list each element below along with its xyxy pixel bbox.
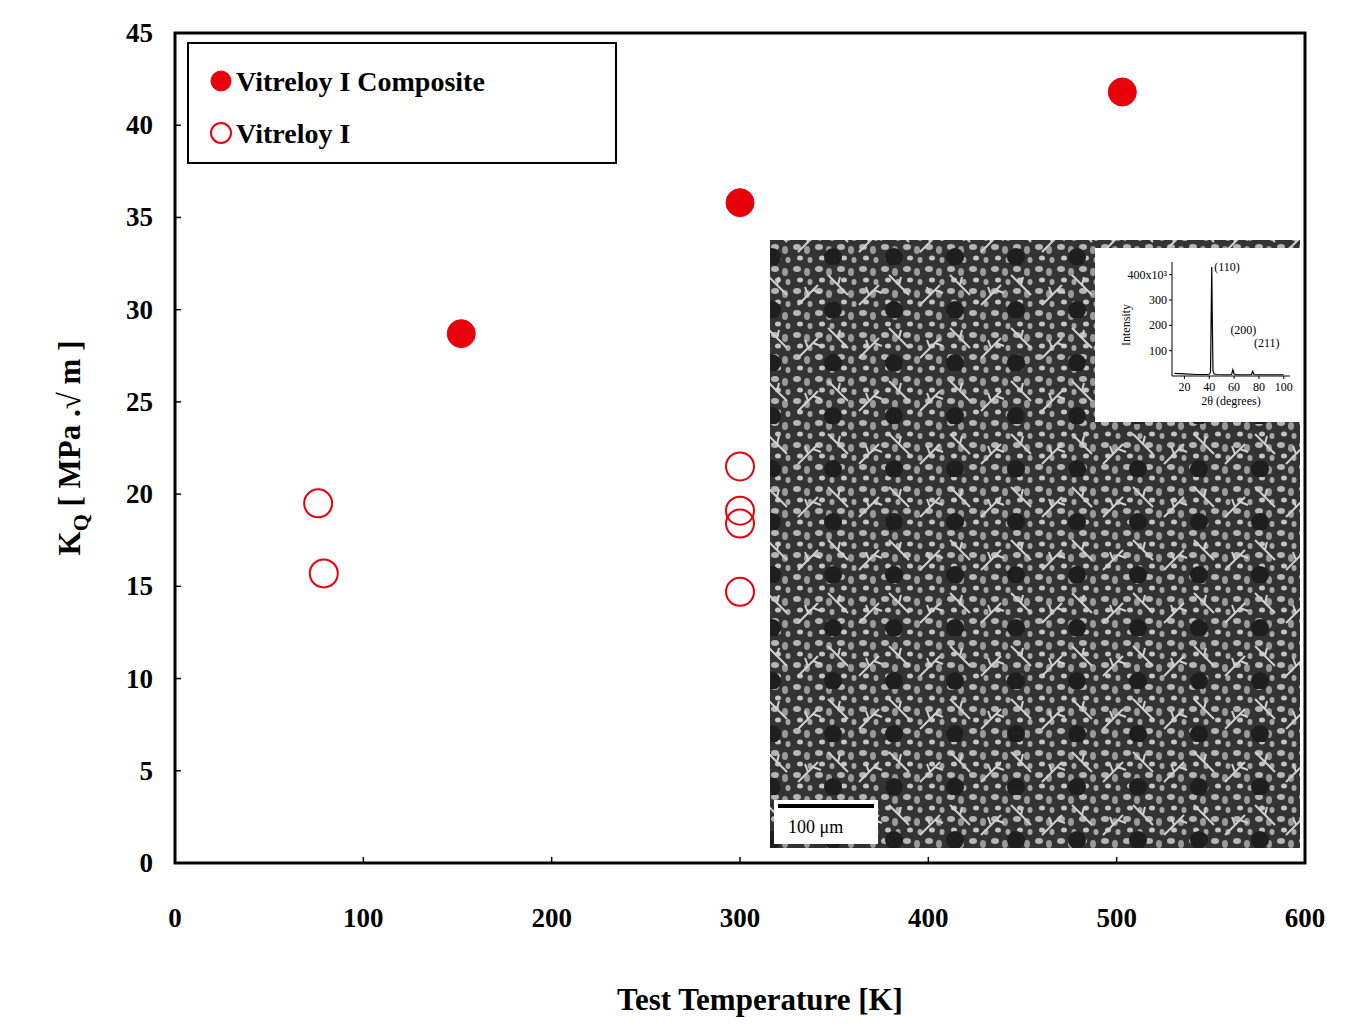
y-tick bbox=[175, 862, 181, 864]
micrograph: 100 μm bbox=[770, 240, 1300, 848]
x-tick-label: 500 bbox=[1096, 903, 1137, 933]
inset-x-tick-label: 20 bbox=[1178, 380, 1190, 394]
peak-label: (200) bbox=[1230, 323, 1256, 337]
y-tick-label: 35 bbox=[126, 202, 153, 232]
chart: 100 μm20406080100100200300400x10³2θ (deg… bbox=[0, 0, 1353, 1029]
scale-bar-box bbox=[774, 800, 878, 844]
y-axis-title-main: K bbox=[52, 531, 87, 555]
data-point bbox=[726, 497, 754, 525]
y-tick bbox=[175, 217, 181, 219]
x-tick bbox=[928, 857, 930, 863]
y-tick-label: 40 bbox=[126, 110, 153, 140]
plot-frame bbox=[175, 33, 1305, 863]
y-tick bbox=[175, 309, 181, 311]
peak-label: (211) bbox=[1254, 336, 1280, 350]
legend-label: Vitreloy I bbox=[236, 118, 350, 149]
inset-y-tick-label: 200 bbox=[1149, 318, 1167, 332]
legend-marker bbox=[211, 123, 231, 143]
x-tick bbox=[739, 857, 741, 863]
inset-x-tick bbox=[1234, 376, 1235, 379]
y-tick-label: 45 bbox=[126, 18, 153, 48]
inset-x-tick bbox=[1258, 376, 1259, 379]
x-tick-label: 300 bbox=[720, 903, 761, 933]
y-axis-title: KQ [ MPa .√ m ] bbox=[52, 341, 93, 556]
y-tick bbox=[175, 678, 181, 680]
y-tick-label: 15 bbox=[126, 571, 153, 601]
inset-y-tick bbox=[1169, 274, 1172, 275]
inset-x-tick-label: 60 bbox=[1228, 380, 1240, 394]
inset-x-axis bbox=[1172, 376, 1290, 377]
micrograph-image bbox=[770, 240, 1300, 848]
peak-label: (110) bbox=[1214, 260, 1240, 274]
x-tick-label: 100 bbox=[343, 903, 384, 933]
data-point bbox=[726, 578, 754, 606]
data-point bbox=[726, 452, 754, 480]
inset-background bbox=[1095, 248, 1300, 422]
x-tick bbox=[551, 857, 553, 863]
inset-y-axis bbox=[1172, 262, 1173, 376]
scale-bar-label: 100 μm bbox=[788, 817, 843, 837]
y-axis-title-subscript: Q bbox=[68, 514, 93, 531]
data-point bbox=[447, 320, 475, 348]
inset-x-tick-label: 100 bbox=[1275, 380, 1293, 394]
y-tick-label: 30 bbox=[126, 295, 153, 325]
x-tick-label: 600 bbox=[1285, 903, 1326, 933]
inset-y-tick bbox=[1169, 300, 1172, 301]
x-tick bbox=[363, 857, 365, 863]
inset-x-label: 2θ (degrees) bbox=[1201, 394, 1260, 408]
inset-y-tick-label: 100 bbox=[1149, 344, 1167, 358]
x-tick-label: 0 bbox=[168, 903, 182, 933]
inset-x-tick bbox=[1209, 376, 1210, 379]
xrd-line bbox=[1174, 267, 1283, 375]
scale-bar bbox=[778, 804, 874, 808]
y-tick bbox=[175, 493, 181, 495]
inset-lines bbox=[1174, 267, 1283, 375]
inset-y-label: Intensity bbox=[1119, 304, 1133, 346]
legend-marker bbox=[211, 71, 231, 91]
inset-x-tick-label: 40 bbox=[1203, 380, 1215, 394]
data-point bbox=[1108, 78, 1136, 106]
inset-y-tick bbox=[1169, 325, 1172, 326]
y-tick-label: 20 bbox=[126, 479, 153, 509]
y-tick-label: 5 bbox=[140, 756, 154, 786]
inset-x-tick-label: 80 bbox=[1253, 380, 1265, 394]
legend-box bbox=[188, 43, 616, 163]
y-tick-label: 25 bbox=[126, 387, 153, 417]
data-point bbox=[726, 510, 754, 538]
y-tick-label: 0 bbox=[140, 848, 154, 878]
y-tick bbox=[175, 401, 181, 403]
x-tick bbox=[1304, 857, 1306, 863]
data-point bbox=[310, 559, 338, 587]
inset-y-tick bbox=[1169, 350, 1172, 351]
x-tick-label: 400 bbox=[908, 903, 949, 933]
x-tick bbox=[1116, 857, 1118, 863]
y-axis-title-rest: [ MPa .√ m ] bbox=[52, 341, 87, 515]
legend: Vitreloy I Composite Vitreloy I bbox=[188, 43, 616, 163]
x-tick bbox=[174, 857, 176, 863]
y-tick bbox=[175, 770, 181, 772]
data-point bbox=[304, 489, 332, 517]
legend-label: Vitreloy I Composite bbox=[236, 66, 485, 97]
y-tick bbox=[175, 32, 181, 34]
y-tick-label: 10 bbox=[126, 664, 153, 694]
y-tick bbox=[175, 586, 181, 588]
inset-x-tick bbox=[1283, 376, 1284, 379]
inset-chart: 20 40 60 80 100 100 200 300 400x10³ 2θ (degrees) I… bbox=[1095, 248, 1300, 422]
inset-x-tick bbox=[1184, 376, 1185, 379]
x-tick-label: 200 bbox=[531, 903, 572, 933]
y-tick bbox=[175, 124, 181, 126]
x-axis-title: Test Temperature [K] bbox=[617, 982, 903, 1017]
inset-y-tick-label: 400x10³ bbox=[1127, 268, 1167, 282]
inset-y-tick-label: 300 bbox=[1149, 293, 1167, 307]
data-point bbox=[726, 189, 754, 217]
micrograph-texture bbox=[770, 240, 1300, 848]
